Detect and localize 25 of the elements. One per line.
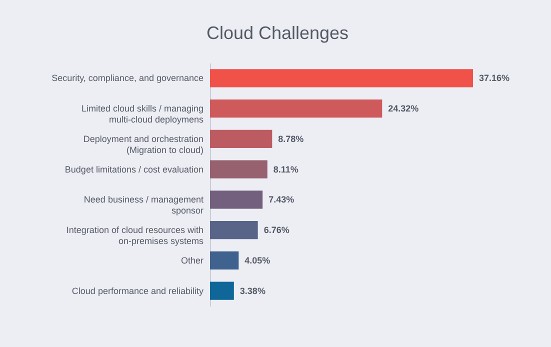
data-label: 6.76% bbox=[264, 225, 290, 236]
y-tick-label: Deployment and orchestration (Migration to cloud) bbox=[83, 134, 204, 155]
data-label: 3.38% bbox=[240, 286, 266, 296]
data-label: 24.32% bbox=[388, 104, 419, 114]
y-tick-label: Other bbox=[180, 255, 204, 266]
y-tick-label: Budget limitations / cost evaluation bbox=[64, 164, 204, 174]
data-label: 8.78% bbox=[278, 134, 304, 144]
bar bbox=[210, 99, 382, 118]
bar bbox=[210, 130, 272, 148]
bar bbox=[210, 69, 473, 88]
bar bbox=[210, 190, 263, 209]
bar bbox=[210, 160, 268, 178]
bar bbox=[210, 251, 239, 270]
y-tick-label: Integration of cloud resources with on-premises systems bbox=[66, 225, 204, 246]
data-label: 7.43% bbox=[268, 194, 294, 205]
bar bbox=[210, 282, 234, 300]
bar bbox=[210, 220, 258, 240]
y-tick-label: Cloud performance and reliability bbox=[72, 286, 204, 296]
y-tick-label: Limited cloud skills / managing multi-cloud deploymens bbox=[81, 104, 204, 125]
data-label: 4.05% bbox=[244, 255, 270, 266]
data-label: 8.11% bbox=[273, 164, 298, 174]
chart-title: Cloud Challenges bbox=[206, 23, 349, 43]
data-label: 37.16% bbox=[479, 73, 510, 84]
y-tick-label: Security, compliance, and governance bbox=[52, 73, 204, 84]
y-tick-label: Need business / management sponsor bbox=[84, 194, 204, 216]
